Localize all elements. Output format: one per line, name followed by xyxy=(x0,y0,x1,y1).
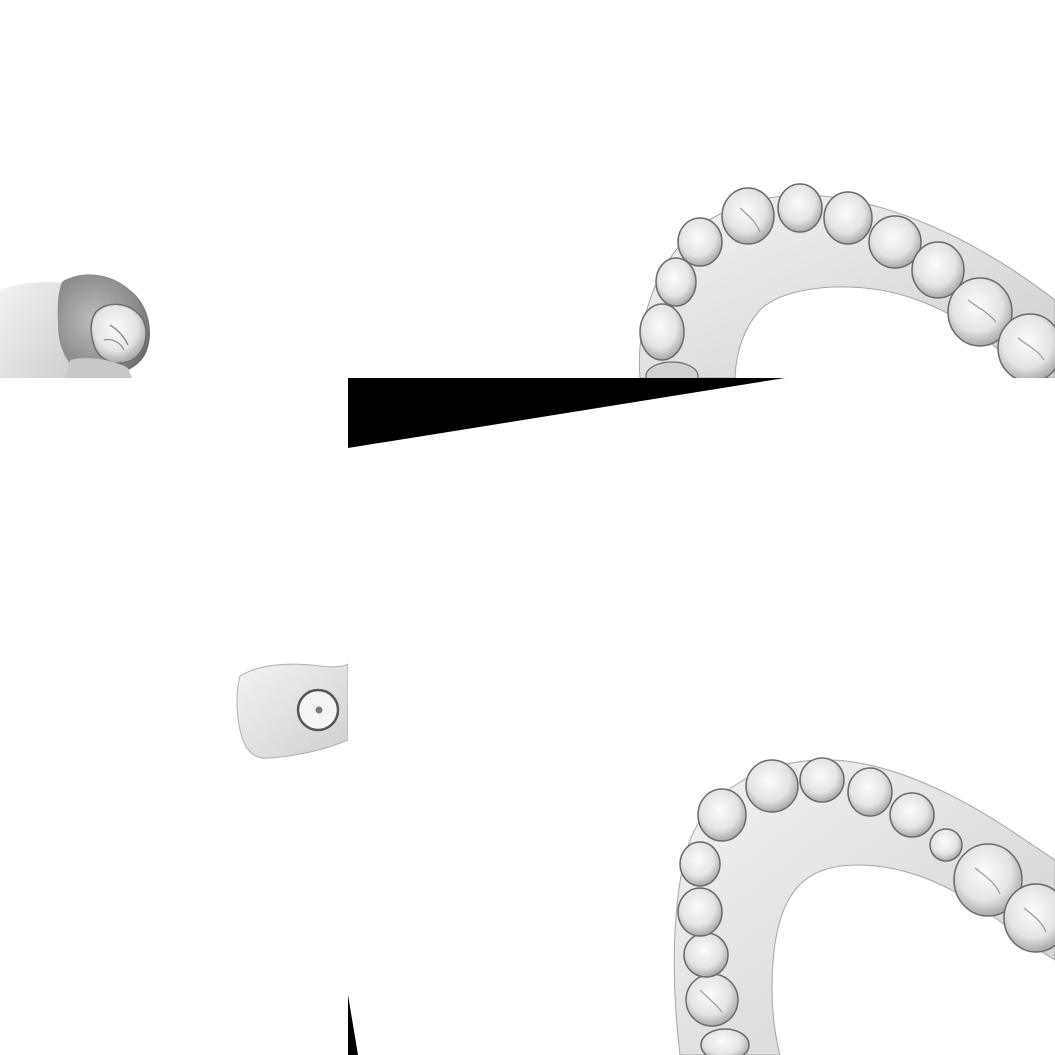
adjacent-tooth xyxy=(66,358,132,378)
partial-molar-scan xyxy=(0,274,150,378)
lower-teeth xyxy=(677,757,1055,1055)
render-artifact-sliver xyxy=(348,995,358,1055)
render-artifact-wedge xyxy=(348,378,785,448)
scan-body-hole xyxy=(315,706,323,714)
molar-occlusal-surface xyxy=(90,303,147,364)
arch-mandible-base xyxy=(673,759,1055,1055)
gingiva-surface xyxy=(0,282,70,378)
lower-dental-arch-scan xyxy=(673,757,1055,1055)
upper-dental-arch-scan xyxy=(638,183,1055,378)
scan-fragment-surface xyxy=(236,663,348,759)
lower-molar-edge xyxy=(645,361,699,378)
implant-scan-body-scan xyxy=(236,663,348,759)
